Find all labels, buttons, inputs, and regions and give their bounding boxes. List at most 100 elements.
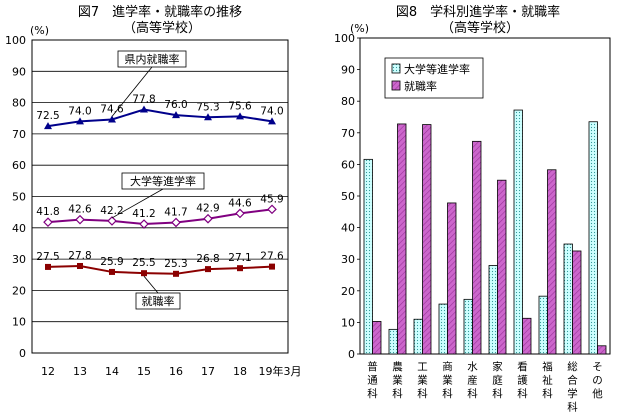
- y-tick-label: 10: [341, 316, 355, 329]
- data-point: [172, 111, 180, 119]
- data-label: 76.0: [164, 99, 187, 111]
- bar-employment: [497, 179, 507, 355]
- line-chart: 図7 進学率・就職率の推移 （高等学校） (%) 0 10 20 30 40 50 60 70…: [5, 4, 302, 378]
- bar-employment: [372, 321, 382, 355]
- x-category-label: 工業科: [417, 361, 428, 400]
- data-label: 25.9: [100, 256, 123, 268]
- x-tick-label: 19年3月: [259, 364, 302, 378]
- y-unit-label: (%): [30, 24, 49, 37]
- bar-university: [488, 265, 498, 355]
- data-label: 42.9: [196, 203, 219, 215]
- category-group: [413, 124, 432, 355]
- category-group: [388, 123, 407, 355]
- data-label: 27.1: [228, 252, 251, 264]
- y-tick-label: 20: [341, 285, 355, 298]
- x-category-label: その他: [592, 361, 603, 400]
- x-category-label: 普通科: [367, 360, 378, 400]
- x-tick-label: 15: [137, 365, 151, 378]
- x-tick-label: 18: [233, 365, 247, 378]
- y-tick-label: 10: [12, 316, 26, 329]
- y-tick-label: 0: [19, 347, 26, 360]
- data-point: [173, 270, 179, 277]
- x-tick-label: 12: [41, 365, 55, 378]
- series-name-callout: 大学等進学率: [111, 172, 205, 219]
- data-point: [237, 265, 243, 272]
- data-label: 77.8: [132, 93, 155, 105]
- x-category-label: 看護科: [517, 360, 528, 400]
- data-point: [43, 217, 53, 228]
- data-label: 75.3: [196, 101, 219, 113]
- callout-box: [135, 292, 181, 310]
- y-tick-label: 100: [334, 32, 355, 45]
- bar-employment: [397, 123, 407, 355]
- callout-leader: [111, 188, 164, 219]
- x-tick-label: 16: [169, 365, 183, 378]
- chart-title: 図7 進学率・就職率の推移: [78, 4, 242, 20]
- y-tick-label: 60: [12, 159, 26, 172]
- x-category-label: 水産科: [467, 361, 478, 400]
- chart-subtitle: （高等学校）: [123, 20, 201, 36]
- data-label: 45.9: [260, 193, 283, 205]
- data-label: 25.3: [164, 258, 187, 270]
- series-line: [47, 208, 273, 226]
- data-point: [44, 122, 52, 130]
- y-tick-label: 50: [341, 190, 355, 203]
- category-group: [363, 158, 382, 355]
- y-tick-label: 70: [12, 128, 26, 141]
- data-point: [141, 270, 147, 277]
- series-name-label: 就職率: [142, 294, 175, 308]
- data-label: 41.8: [36, 206, 59, 218]
- data-point: [204, 113, 212, 121]
- y-tick-label: 30: [12, 253, 26, 266]
- data-label: 74.0: [68, 105, 91, 117]
- bar-university: [588, 121, 598, 355]
- x-tick-label: 17: [201, 365, 215, 378]
- y-tick-label: 50: [12, 191, 26, 204]
- y-tick-label: 20: [12, 284, 26, 297]
- legend-label: 大学等進学率: [404, 62, 470, 76]
- bar-university: [538, 295, 548, 355]
- legend-label: 就職率: [404, 79, 437, 93]
- data-point: [45, 263, 51, 270]
- category-group: [563, 243, 582, 355]
- data-label: 26.8: [196, 253, 219, 265]
- data-label: 27.8: [68, 250, 91, 262]
- data-point: [205, 266, 211, 273]
- callout-box: [121, 172, 205, 190]
- data-label: 27.5: [36, 251, 59, 263]
- data-point: [76, 117, 84, 125]
- data-point: [108, 115, 116, 123]
- series-name-callout: 就職率: [135, 275, 181, 310]
- data-point: [109, 268, 115, 275]
- category-group: [538, 169, 557, 355]
- data-label: 74.0: [260, 105, 283, 117]
- y-tick-label: 100: [5, 34, 26, 47]
- series-line: [47, 108, 273, 128]
- x-tick-label: 14: [105, 365, 119, 378]
- callout-box: [117, 50, 187, 68]
- data-point: [269, 263, 275, 270]
- y-tick-label: 40: [12, 222, 26, 235]
- data-label: 44.6: [228, 197, 252, 209]
- bar-university: [388, 328, 398, 355]
- bar-employment: [597, 345, 607, 355]
- y-tick-label: 90: [12, 65, 26, 78]
- bar-employment: [522, 317, 532, 355]
- legend-box: [384, 57, 484, 99]
- data-point: [77, 262, 83, 269]
- bar-employment: [422, 124, 432, 355]
- bar-university: [563, 243, 573, 355]
- bar-employment: [472, 140, 482, 355]
- bar-university: [463, 298, 473, 355]
- series-2: 41.8 42.6 42.2 41.2 41.7 42.9 44.6 45.9: [36, 193, 284, 229]
- x-category-label: 福祉科: [542, 360, 553, 400]
- y-tick-label: 90: [341, 64, 355, 77]
- x-category-label: 商業科: [442, 360, 453, 400]
- x-category-label: 農業科: [392, 360, 403, 400]
- y-tick-label: 40: [341, 222, 355, 235]
- series-name-label: 県内就職率: [125, 52, 180, 66]
- data-point: [139, 219, 149, 229]
- y-tick-label: 80: [12, 97, 26, 110]
- data-point: [203, 213, 213, 224]
